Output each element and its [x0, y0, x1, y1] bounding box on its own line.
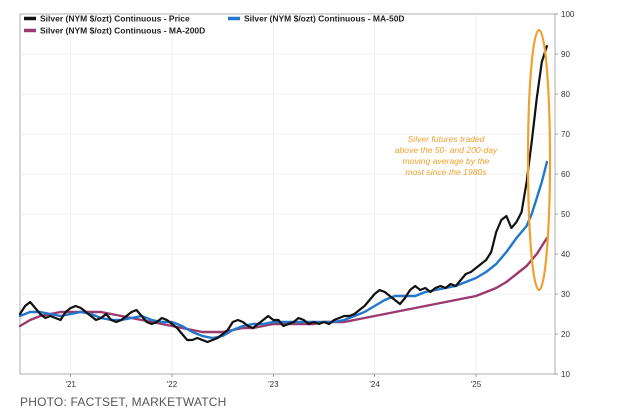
x-tick-label: '21: [65, 380, 76, 389]
legend-label-ma50: Silver (NYM $/ozt) Continuous - MA-50D: [244, 14, 405, 24]
legend-label-price: Silver (NYM $/ozt) Continuous - Price: [40, 14, 190, 24]
photo-credit: PHOTO: FACTSET, MARKETWATCH: [20, 395, 227, 409]
annotation-line-4: most since the 1980s: [405, 167, 487, 177]
annotation-highlight-ellipse: [526, 28, 552, 292]
series-layer: [18, 44, 549, 344]
annotation-line-3: moving average by the: [403, 156, 490, 166]
y-tick-label: 50: [561, 210, 570, 219]
annotation-line-1: Silver futures traded: [408, 134, 485, 144]
y-axis: 10 20 30 40 50 60 70 80 90 100: [555, 10, 575, 379]
y-tick-label: 40: [561, 250, 570, 259]
series-price-line: [18, 44, 548, 344]
x-tick-label: '23: [268, 380, 279, 389]
x-tick-label: '25: [471, 380, 482, 389]
chart: 10 20 30 40 50 60 70 80 90 100 '21 '22 '23 '24 '25 Si…: [18, 10, 575, 389]
annotation-line-2: above the 50- and 200-day: [395, 145, 498, 155]
series-ma200-line: [18, 236, 549, 334]
y-tick-label: 30: [561, 290, 570, 299]
y-tick-label: 80: [561, 90, 570, 99]
x-tick-label: '22: [167, 380, 178, 389]
legend-label-ma200: Silver (NYM $/ozt) Continuous - MA-200D: [40, 26, 205, 36]
y-tick-label: 100: [561, 10, 575, 19]
y-tick-label: 70: [561, 130, 570, 139]
annotation: Silver futures traded above the 50- and …: [395, 28, 552, 292]
legend: Silver (NYM $/ozt) Continuous - Price Si…: [24, 14, 405, 36]
x-axis: '21 '22 '23 '24 '25: [65, 374, 482, 389]
y-tick-label: 90: [561, 50, 570, 59]
plot-area: [19, 13, 556, 375]
x-tick-label: '24: [369, 380, 380, 389]
y-tick-label: 10: [561, 370, 570, 379]
y-tick-label: 20: [561, 330, 570, 339]
y-tick-label: 60: [561, 170, 570, 179]
gridlines: [20, 14, 555, 374]
